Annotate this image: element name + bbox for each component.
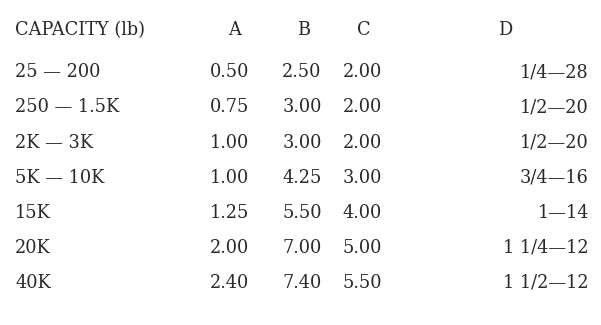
Text: D: D: [498, 21, 512, 39]
Text: 1/2—20: 1/2—20: [520, 98, 589, 116]
Text: 4.00: 4.00: [343, 204, 382, 222]
Text: 1.00: 1.00: [210, 169, 249, 187]
Text: 1—14: 1—14: [537, 204, 589, 222]
Text: 0.50: 0.50: [210, 63, 249, 81]
Text: 250 — 1.5K: 250 — 1.5K: [15, 98, 119, 116]
Text: 0.75: 0.75: [210, 98, 249, 116]
Text: 2.40: 2.40: [210, 274, 249, 292]
Text: 2.50: 2.50: [282, 63, 322, 81]
Text: 5.50: 5.50: [342, 274, 382, 292]
Text: 5K — 10K: 5K — 10K: [15, 169, 105, 187]
Text: 20K: 20K: [15, 239, 50, 257]
Text: C: C: [357, 21, 370, 39]
Text: 4.25: 4.25: [282, 169, 322, 187]
Text: 1.00: 1.00: [210, 134, 249, 151]
Text: CAPACITY (lb): CAPACITY (lb): [15, 21, 145, 39]
Text: 40K: 40K: [15, 274, 50, 292]
Text: 1/4—28: 1/4—28: [520, 63, 589, 81]
Text: 15K: 15K: [15, 204, 51, 222]
Text: 5.50: 5.50: [282, 204, 322, 222]
Text: 25 — 200: 25 — 200: [15, 63, 100, 81]
Text: 7.00: 7.00: [282, 239, 322, 257]
Text: 3.00: 3.00: [342, 169, 382, 187]
Text: B: B: [297, 21, 310, 39]
Text: 1 1/4—12: 1 1/4—12: [504, 239, 589, 257]
Text: 1/2—20: 1/2—20: [520, 134, 589, 151]
Text: 2.00: 2.00: [343, 63, 382, 81]
Text: 2K — 3K: 2K — 3K: [15, 134, 93, 151]
Text: 1.25: 1.25: [210, 204, 249, 222]
Text: 3/4—16: 3/4—16: [520, 169, 589, 187]
Text: 2.00: 2.00: [343, 98, 382, 116]
Text: A: A: [228, 21, 241, 39]
Text: 2.00: 2.00: [343, 134, 382, 151]
Text: 3.00: 3.00: [282, 134, 322, 151]
Text: 2.00: 2.00: [210, 239, 249, 257]
Text: 5.00: 5.00: [342, 239, 382, 257]
Text: 1 1/2—12: 1 1/2—12: [504, 274, 589, 292]
Text: 3.00: 3.00: [282, 98, 322, 116]
Text: 7.40: 7.40: [282, 274, 322, 292]
